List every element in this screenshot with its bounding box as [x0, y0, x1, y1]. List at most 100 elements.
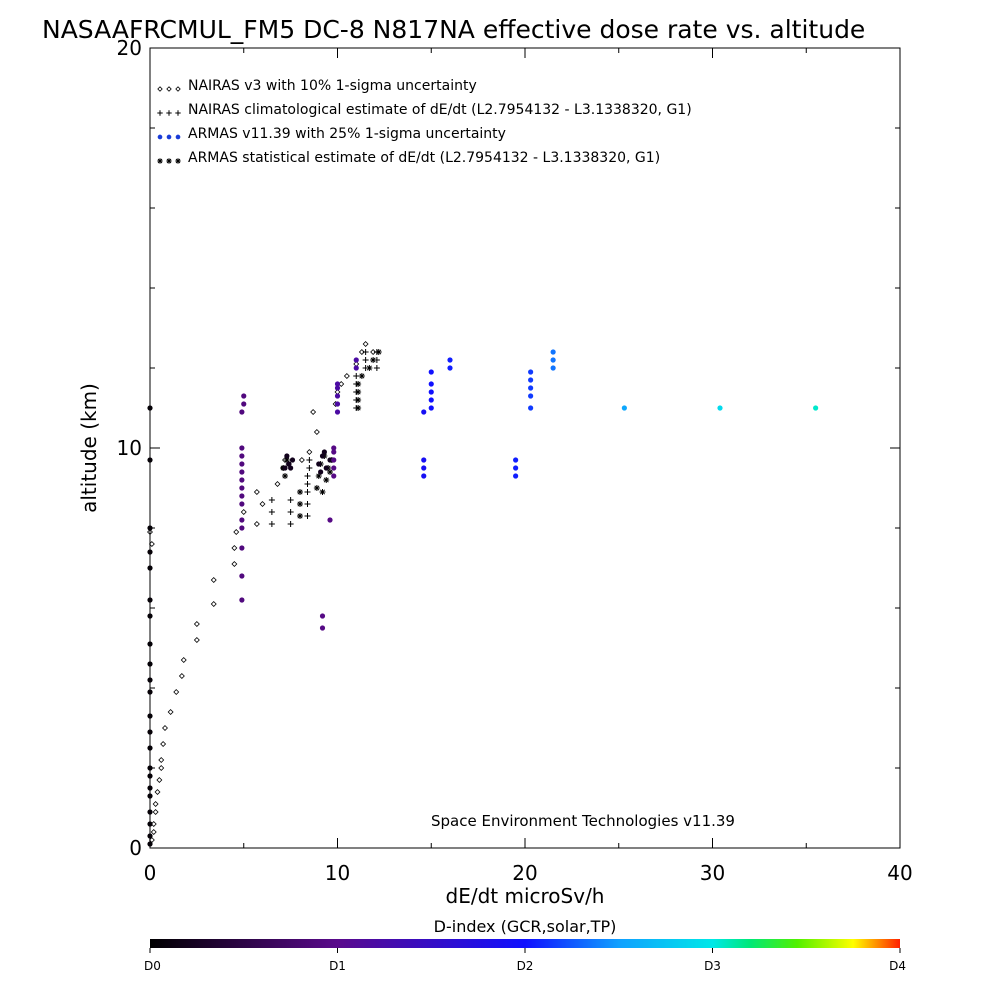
- data-point: [147, 793, 153, 799]
- data-point: [306, 457, 313, 463]
- data-point: [362, 349, 369, 355]
- legend-marker: [157, 158, 163, 164]
- data-point: [268, 521, 275, 527]
- data-point: [239, 485, 245, 491]
- data-point: [160, 741, 167, 747]
- data-point: [289, 457, 296, 463]
- legend-marker: [157, 86, 163, 92]
- data-point: [147, 785, 153, 791]
- data-point: [353, 365, 359, 371]
- data-point: [316, 461, 322, 467]
- data-point: [297, 501, 303, 507]
- data-point: [147, 613, 153, 619]
- axis-ticks: 0 10 20 30 40 0 10 20: [117, 36, 913, 885]
- legend-marker: [175, 110, 181, 116]
- data-point: [150, 829, 157, 835]
- data-point: [421, 457, 427, 463]
- colorbar-tick-label: D4: [889, 959, 906, 973]
- data-point: [813, 405, 819, 411]
- data-point: [362, 341, 369, 347]
- data-point: [323, 477, 330, 483]
- data-point: [156, 777, 163, 783]
- data-point: [717, 405, 723, 411]
- data-point: [550, 357, 556, 363]
- legend-marker: [166, 110, 172, 116]
- data-point: [513, 465, 519, 471]
- data-point: [428, 381, 434, 387]
- data-point: [313, 485, 320, 491]
- data-point: [282, 465, 288, 471]
- data-point: [319, 453, 326, 459]
- legend-marker: [157, 134, 163, 140]
- data-point: [288, 465, 294, 471]
- data-point: [147, 641, 153, 647]
- data-point: [239, 461, 245, 467]
- data-point: [147, 457, 153, 463]
- data-point: [321, 449, 327, 455]
- data-point: [366, 365, 373, 371]
- data-point: [167, 709, 174, 715]
- legend-marker: [157, 110, 163, 116]
- data-point: [331, 449, 337, 455]
- data-point: [239, 597, 245, 603]
- data-point: [447, 365, 453, 371]
- data-point: [284, 453, 290, 459]
- data-point: [239, 573, 245, 579]
- data-point: [331, 465, 337, 471]
- data-point: [147, 661, 153, 667]
- data-point: [147, 677, 153, 683]
- data-point: [297, 513, 303, 519]
- data-point: [282, 473, 288, 479]
- data-point: [428, 397, 434, 403]
- data-point: [358, 349, 365, 355]
- x-tick-label: 0: [144, 861, 157, 885]
- data-point: [362, 357, 369, 363]
- data-point: [370, 357, 377, 363]
- data-point: [239, 517, 245, 523]
- data-point: [421, 473, 427, 479]
- data-point: [239, 477, 245, 483]
- data-point: [373, 365, 380, 371]
- data-point: [315, 473, 322, 479]
- data-point: [241, 401, 247, 407]
- data-point: [306, 465, 313, 471]
- data-point: [304, 489, 311, 495]
- data-point: [319, 489, 326, 495]
- legend-label: NAIRAS v3 with 10% 1-sigma uncertainty: [188, 78, 477, 94]
- data-point: [528, 393, 534, 399]
- data-point: [147, 765, 153, 771]
- data-point: [447, 357, 453, 363]
- colorbar-tick-label: D0: [144, 959, 161, 973]
- colorbar-title: D-index (GCR,solar,TP): [434, 917, 617, 936]
- data-point: [353, 357, 359, 363]
- data-point: [375, 349, 382, 355]
- data-point: [147, 597, 153, 603]
- legend-marker: [166, 158, 172, 164]
- data-point: [287, 521, 294, 527]
- data-point: [298, 457, 305, 463]
- data-point: [513, 473, 519, 479]
- x-tick-label: 40: [887, 861, 912, 885]
- data-point: [178, 673, 185, 679]
- data-point: [193, 637, 200, 643]
- data-point: [331, 473, 337, 479]
- data-point: [621, 405, 627, 411]
- y-tick-label: 0: [129, 836, 142, 860]
- colorbar-gradient: [150, 939, 900, 948]
- data-point: [355, 381, 362, 387]
- plot-frame: [149, 47, 901, 849]
- data-point: [158, 765, 165, 771]
- colorbar-tick-label: D1: [329, 959, 346, 973]
- legend-marker: [166, 86, 172, 92]
- data-point: [180, 657, 187, 663]
- data-point: [421, 409, 427, 415]
- data-point: [355, 405, 362, 411]
- data-point: [239, 445, 245, 451]
- colorbar-tick-label: D3: [704, 959, 721, 973]
- data-point: [147, 745, 153, 751]
- x-tick-label: 30: [700, 861, 725, 885]
- data-point: [239, 501, 245, 507]
- data-point: [334, 401, 341, 407]
- data-point: [327, 469, 333, 475]
- data-point: [147, 405, 153, 411]
